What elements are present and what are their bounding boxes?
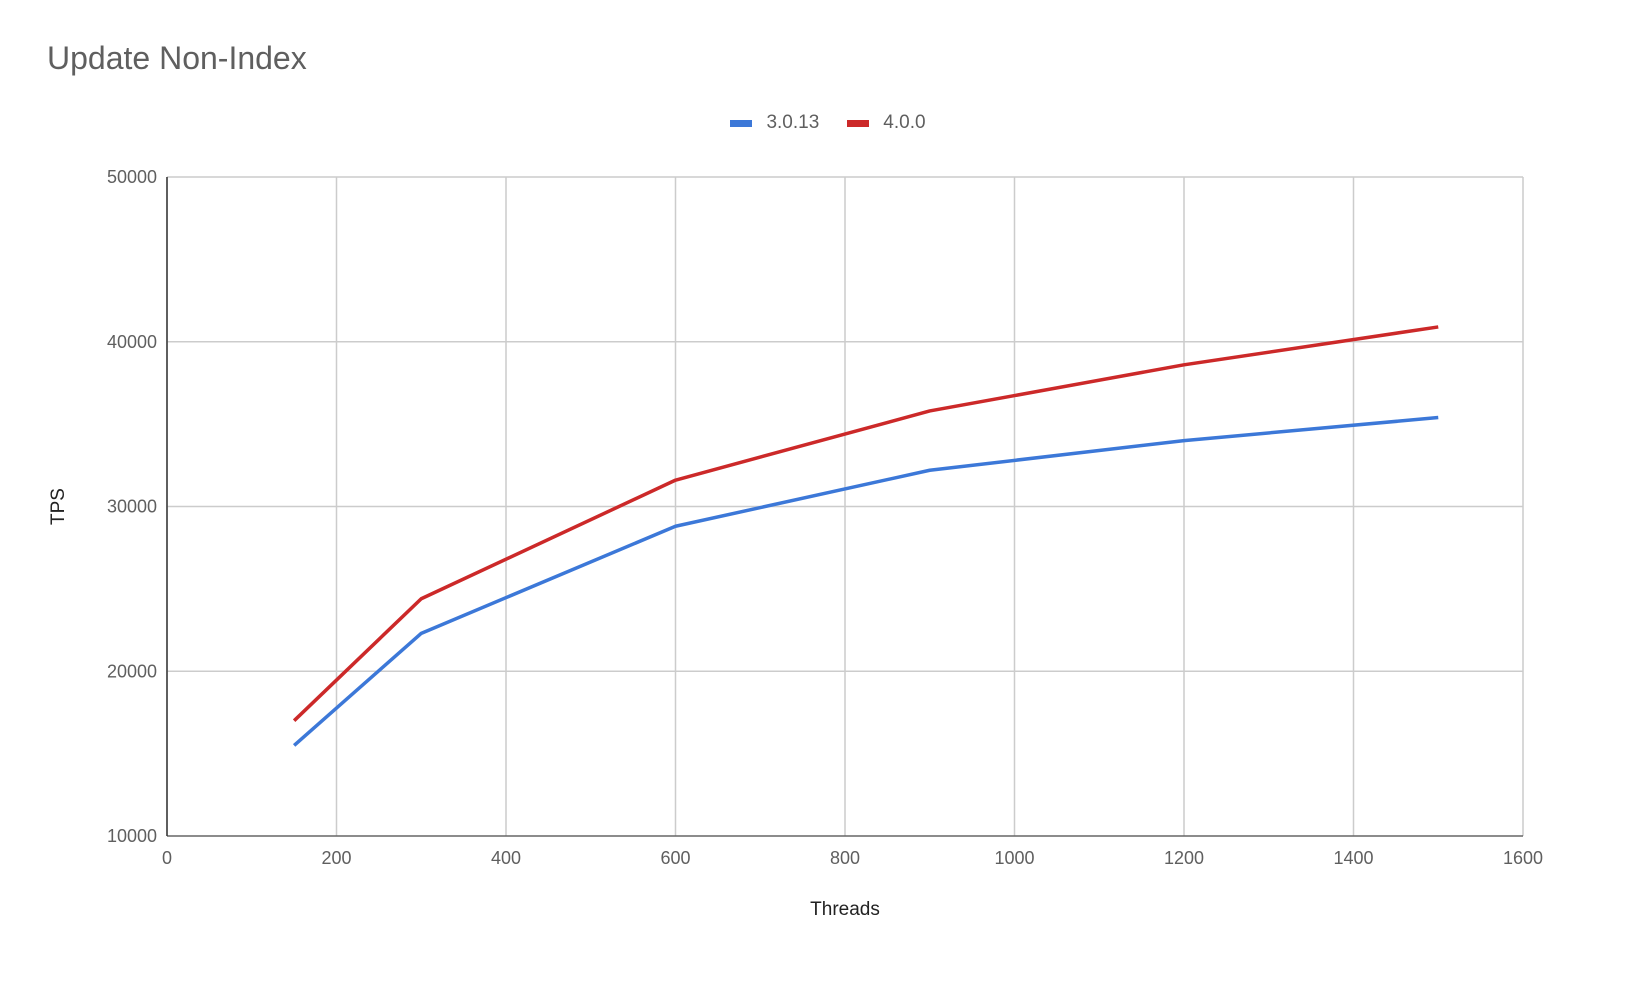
x-tick-label: 400 bbox=[491, 848, 521, 868]
legend-label: 3.0.13 bbox=[766, 112, 820, 133]
legend-swatch-icon bbox=[847, 119, 870, 127]
y-tick-label: 10000 bbox=[107, 826, 157, 846]
legend: 3.0.13 4.0.0 bbox=[0, 112, 1626, 134]
x-tick-label: 1000 bbox=[994, 848, 1034, 868]
legend-item-series-0[interactable]: 3.0.13 bbox=[730, 112, 819, 134]
y-tick-label: 50000 bbox=[107, 167, 157, 187]
chart-title: Update Non-Index bbox=[47, 40, 307, 76]
x-tick-label: 1600 bbox=[1503, 848, 1543, 868]
y-tick-label: 20000 bbox=[107, 661, 157, 681]
x-tick-label: 800 bbox=[830, 848, 860, 868]
legend-swatch-icon bbox=[730, 119, 753, 127]
series-line-0[interactable] bbox=[292, 415, 1439, 747]
x-tick-label: 0 bbox=[162, 848, 172, 868]
x-tick-label: 200 bbox=[321, 848, 351, 868]
series-line-1[interactable] bbox=[292, 325, 1439, 722]
x-tick-label: 1200 bbox=[1164, 848, 1204, 868]
y-tick-label: 30000 bbox=[107, 497, 157, 517]
y-tick-label: 40000 bbox=[107, 332, 157, 352]
x-tick-label: 600 bbox=[660, 848, 690, 868]
x-axis-label: Threads bbox=[810, 899, 880, 920]
legend-label: 4.0.0 bbox=[883, 112, 926, 133]
y-axis-label: TPS bbox=[48, 488, 69, 525]
legend-item-series-1[interactable]: 4.0.0 bbox=[847, 112, 926, 134]
x-tick-label: 1400 bbox=[1333, 848, 1373, 868]
